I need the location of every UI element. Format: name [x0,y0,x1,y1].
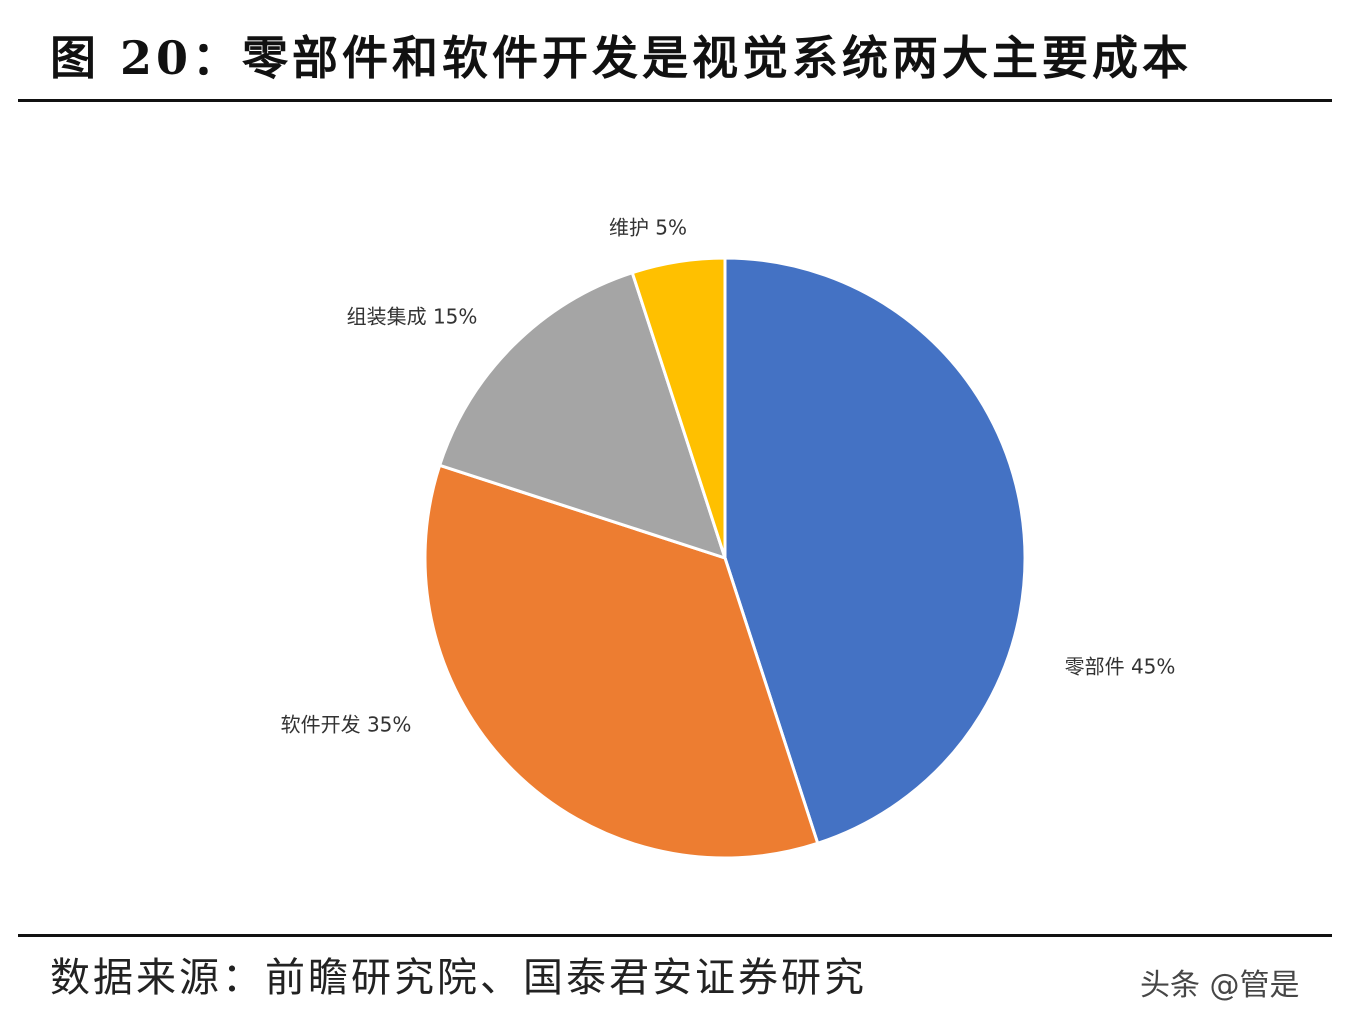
slice-software-dev [423,463,820,860]
slice-assembly [437,270,728,561]
label-maintenance: 维护 5% [609,216,687,240]
label-parts: 零部件 45% [1065,655,1176,679]
label-software-dev: 软件开发 35% [281,713,412,737]
slice-parts [723,256,1027,846]
label-assembly: 组装集成 15% [347,305,478,329]
source-note: 数据来源：前瞻研究院、国泰君安证券研究 [50,955,867,1001]
bottom-rule [18,934,1332,937]
watermark: 头条 @管是 [1140,968,1300,1003]
top-rule [18,99,1332,102]
slice-maintenance [630,256,727,559]
figure-title: 图 20：零部件和软件开发是视觉系统两大主要成本 [50,31,1193,85]
